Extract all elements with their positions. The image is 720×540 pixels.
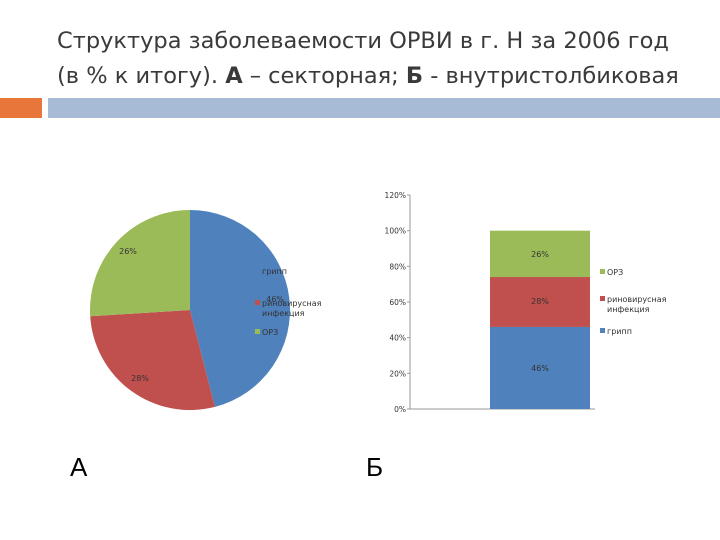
pie-legend-label-0: грипп [262, 267, 287, 276]
bar-legend-swatch-0 [600, 269, 605, 274]
bar-data-label-1: 28% [531, 297, 549, 306]
title-line-1: Структура заболеваемости ОРВИ в г. Н за … [57, 28, 669, 54]
bar-y-tick-label-6: 120% [385, 191, 406, 200]
pie-legend-swatch-2 [255, 329, 260, 334]
pie-slice-2 [90, 210, 190, 317]
bar-y-tick-label-3: 60% [389, 298, 406, 307]
pie-legend-label-1: риновирусная [262, 299, 322, 308]
pie-slice-0 [190, 210, 291, 407]
accent-bar-blue [48, 98, 720, 118]
bar-y-tick-label-1: 20% [389, 369, 406, 378]
pie-data-label-0: 46% [266, 295, 284, 304]
bar-legend-label-1: риновирусная [607, 295, 667, 304]
pie-legend-label-2: ОРЗ [262, 328, 278, 337]
figure-label-b: Б [366, 452, 384, 482]
title-letter-b: Б [405, 63, 424, 89]
bar-segment-2 [490, 230, 590, 278]
pie-slice-1 [90, 310, 215, 411]
bar-legend-label-2: грипп [607, 327, 632, 336]
bar-segment-1 [490, 277, 590, 327]
slide-title: Структура заболеваемости ОРВИ в г. Н за … [57, 24, 707, 94]
figure-label-a: А [70, 452, 88, 482]
bar-data-label-2: 26% [531, 250, 549, 259]
accent-bar-gap [42, 98, 48, 118]
bar-legend-label-0: ОРЗ [607, 268, 623, 277]
title-line-2-pre: (в % к итогу). [57, 63, 226, 89]
bar-y-tick-label-4: 80% [389, 262, 406, 271]
bar-y-tick-label-5: 100% [385, 227, 406, 236]
title-line-2-post: - внутристолбиковая [423, 63, 679, 89]
bar-y-tick-label-0: 0% [394, 405, 406, 414]
bar-legend-label2-1: инфекция [607, 305, 650, 314]
bar-y-tick-label-2: 40% [389, 334, 406, 343]
title-line-2-mid: – секторная; [242, 63, 406, 89]
title-letter-a: А [225, 63, 243, 89]
bar-legend-swatch-1 [600, 296, 605, 301]
pie-data-label-1: 28% [131, 374, 149, 383]
pie-legend-swatch-1 [255, 300, 260, 305]
pie-data-label-2: 26% [119, 247, 137, 256]
pie-legend-label2-1: инфекция [262, 309, 305, 318]
bar-data-label-0: 46% [531, 364, 549, 373]
title-line-2: (в % к итогу). А – секторная; Б - внутри… [57, 59, 707, 94]
bar-segment-0 [490, 326, 590, 409]
accent-bar-orange [0, 98, 42, 118]
bar-legend-swatch-2 [600, 328, 605, 333]
